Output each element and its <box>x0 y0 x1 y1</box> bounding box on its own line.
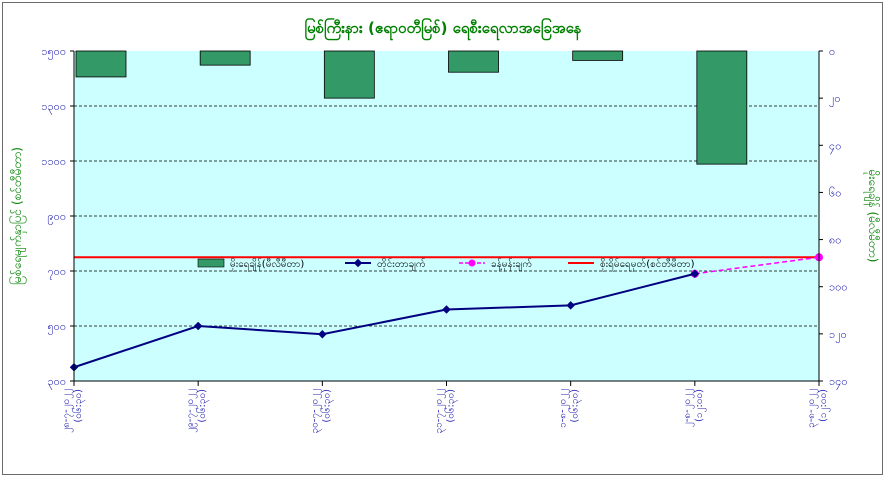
y-tick-label-right: ၁၀၀ <box>829 281 848 294</box>
observed-point <box>193 321 203 331</box>
x-tick-label-time: (၀၆:၃၀) <box>444 389 459 423</box>
y-tick-label-left: ၁၁၀၀ <box>41 155 66 168</box>
rainfall-bar <box>199 50 251 66</box>
y-tick-label-left: ၁၅၀၀ <box>41 45 66 60</box>
legend-label: တိုင်းတာချက် <box>377 257 426 272</box>
rainfall-bar <box>572 50 624 61</box>
legend-marker-observed <box>353 258 363 268</box>
y-tick-label-right: ၄၀ <box>829 139 841 154</box>
x-tick-label-time: (၀၆:၃၀) <box>195 389 210 423</box>
legend-label: ခန့်မှန်းချက် <box>491 257 532 272</box>
legend: မိုးရေချိန်(မီလီမီတာ) တိုင်းတာချက် ခန့်မှန… <box>197 257 695 272</box>
x-tick-label-date: ၃၁-၇-၂၀၂၂ <box>434 389 447 434</box>
observed-point <box>442 305 451 314</box>
y-tick-label-right: ၀ <box>829 45 835 58</box>
rainfall-bar <box>75 50 127 78</box>
y-tick-label-left: ၅၀၀ <box>47 320 66 335</box>
observed-line <box>73 272 696 369</box>
y-tick-label-right: ၈၀ <box>829 234 841 247</box>
chart-title: မြစ်ကြီးနား (ဧရာဝတီမြစ်) ရေစီးရေလာအခြေအန… <box>304 17 581 41</box>
y-tick-label-right: ၁၂၀ <box>829 328 847 343</box>
legend-marker-forecast <box>468 259 476 267</box>
y-axis-left-title: မြစ်ရေမျက်နှာပြင် (စင်တီမီတာ) <box>8 147 27 285</box>
axes: ၃၀၀ ၅၀၀ ၇၀၀ ၉၀၀ ၁၁၀၀ ၁၃၀၀ ၁၅၀၀ ၀၂၀၄၀၆၀၈၀၁၀၀၁၂၀၁… <box>41 45 847 433</box>
observed-point <box>318 330 327 339</box>
x-tick-label-time: (၁၂:၀၀) <box>694 389 707 422</box>
y-tick-label-left: ၇၀၀ <box>47 265 66 280</box>
x-tick-label-time: (၀၆:၃၀) <box>568 389 583 423</box>
rainfall-bar <box>696 50 748 165</box>
x-tick-label-date: ၂၉-၇-၂၀၂၂ <box>185 389 198 433</box>
rainfall-bars <box>75 50 748 165</box>
chart-canvas: မြစ်ကြီးနား (ဧရာဝတီမြစ်) ရေစီးရေလာအခြေအန… <box>8 17 881 433</box>
x-tick-label-date: ၂၈-၇-၂၀၂၂ <box>61 389 74 433</box>
x-tick-label-time: (၀၆:၃၀) <box>319 389 334 423</box>
x-tick-label-time: (၁၂:၀၀) <box>818 389 831 422</box>
rainfall-bar <box>448 50 499 73</box>
data-lines <box>69 253 823 372</box>
y-tick-label-left: ၃၀၀ <box>47 375 66 390</box>
legend-label: စိုးရိမ်ရေမှတ်(စင်တီမီတာ) <box>600 257 695 272</box>
y-tick-label-left: ၉၀၀ <box>47 210 66 225</box>
legend-label: မိုးရေချိန်(မီလီမီတာ) <box>230 257 304 272</box>
x-tick-label-date: ၁-၈-၂၀၂၂ <box>558 389 571 428</box>
y-tick-label-right: ၂၀ <box>829 92 841 107</box>
y-tick-label-right: ၆၀ <box>829 186 841 199</box>
x-tick-label-time: (၀၆:၃၀) <box>71 389 86 423</box>
legend-swatch-rainfall <box>197 258 225 268</box>
y-tick-label-left: ၁၃၀၀ <box>41 100 66 115</box>
y-tick-label-right: ၁၄၀ <box>829 375 848 390</box>
forecast-line <box>694 256 820 275</box>
x-tick-label-date: ၂-၈-၂၀၂၂ <box>682 389 695 427</box>
y-axis-right-title: မိုးရေချိန် (မီလီမီတာ) <box>863 170 881 263</box>
x-tick-label-date: ၃-၈-၂၀၂၂ <box>806 389 819 428</box>
rainfall-bar <box>323 50 375 99</box>
observed-point <box>690 269 700 278</box>
observed-point <box>566 301 575 310</box>
x-tick-label-date: ၃၀-၇-၂၀၂၂ <box>309 389 322 434</box>
